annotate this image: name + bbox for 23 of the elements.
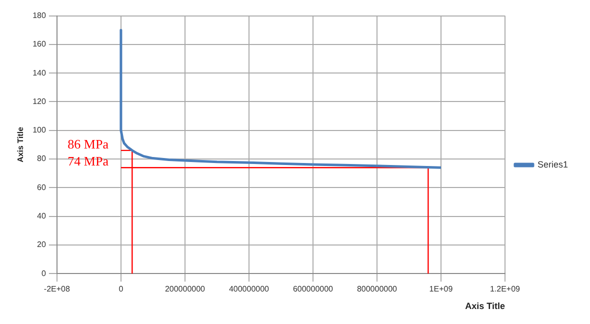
y-axis-title: Axis Title	[16, 126, 26, 162]
annotation: 74 MPa	[68, 154, 109, 169]
x-tick-label: 1E+09	[429, 284, 454, 294]
y-tick-label: 120	[32, 96, 46, 106]
y-tick-label: 180	[32, 11, 46, 20]
legend-label: Series1	[537, 159, 568, 170]
x-tick-label: 1.2E+09	[490, 284, 521, 294]
x-tick-label: 400000000	[228, 284, 270, 294]
x-tick-label: 800000000	[356, 284, 398, 294]
y-tick-label: 100	[32, 126, 46, 135]
x-tick-label: 200000000	[164, 284, 206, 294]
y-tick-label: 40	[37, 212, 46, 221]
y-tick-label: 60	[37, 182, 46, 192]
x-tick-label: -2E+08	[44, 284, 70, 294]
y-tick-label: 160	[32, 40, 46, 49]
y-tick-label: 140	[32, 68, 46, 78]
x-tick-label: 0	[118, 284, 124, 294]
x-axis-title: Axis Title	[465, 301, 505, 312]
y-tick-label: 20	[37, 240, 46, 250]
x-tick-label: 600000000	[292, 284, 334, 294]
y-tick-label: 80	[37, 154, 46, 164]
y-tick-label: 0	[41, 268, 46, 278]
annotation: 86 MPa	[68, 136, 109, 152]
